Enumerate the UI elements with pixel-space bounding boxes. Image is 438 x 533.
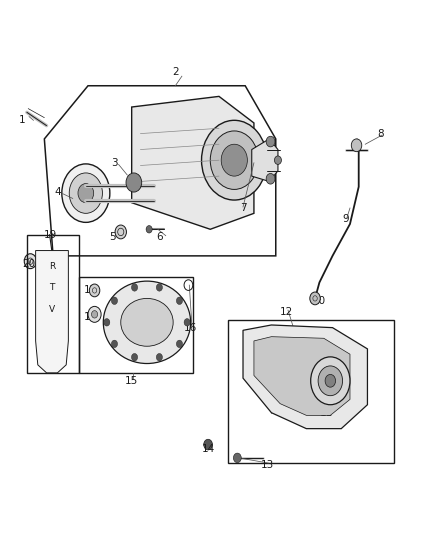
Circle shape xyxy=(266,136,275,147)
Circle shape xyxy=(266,173,275,184)
Text: 20: 20 xyxy=(22,259,35,269)
Circle shape xyxy=(146,225,152,233)
Circle shape xyxy=(275,156,282,165)
Circle shape xyxy=(111,297,117,304)
Circle shape xyxy=(111,340,117,348)
Circle shape xyxy=(156,353,162,361)
Circle shape xyxy=(325,374,336,387)
Circle shape xyxy=(311,357,350,405)
Circle shape xyxy=(104,319,110,326)
Polygon shape xyxy=(243,325,367,429)
Circle shape xyxy=(318,366,343,395)
Ellipse shape xyxy=(103,281,191,364)
Bar xyxy=(79,277,193,373)
Circle shape xyxy=(201,120,267,200)
Circle shape xyxy=(310,292,320,305)
Polygon shape xyxy=(254,337,350,415)
Text: 5: 5 xyxy=(109,232,115,243)
Circle shape xyxy=(156,284,162,291)
Text: R: R xyxy=(49,262,55,271)
Text: 4: 4 xyxy=(54,187,61,197)
Polygon shape xyxy=(252,139,278,181)
Text: 14: 14 xyxy=(201,444,215,454)
Circle shape xyxy=(131,284,138,291)
Text: 3: 3 xyxy=(111,158,117,168)
Text: 7: 7 xyxy=(240,203,246,213)
Polygon shape xyxy=(132,96,254,229)
Text: T: T xyxy=(49,283,55,292)
Text: 12: 12 xyxy=(280,306,293,317)
Circle shape xyxy=(204,439,212,450)
Text: V: V xyxy=(49,304,55,313)
Text: 16: 16 xyxy=(184,322,197,333)
Circle shape xyxy=(233,453,241,463)
Text: 11: 11 xyxy=(319,408,332,418)
Text: 1: 1 xyxy=(19,115,26,125)
Circle shape xyxy=(69,173,102,213)
Circle shape xyxy=(184,319,190,326)
Ellipse shape xyxy=(121,298,173,346)
Circle shape xyxy=(177,340,183,348)
Text: 10: 10 xyxy=(313,296,326,306)
Circle shape xyxy=(351,139,362,152)
Bar xyxy=(228,320,394,463)
Circle shape xyxy=(89,284,100,297)
Circle shape xyxy=(92,311,98,318)
Circle shape xyxy=(88,306,101,322)
Circle shape xyxy=(131,353,138,361)
Circle shape xyxy=(221,144,247,176)
Polygon shape xyxy=(35,251,68,373)
Text: 8: 8 xyxy=(377,128,384,139)
Circle shape xyxy=(78,183,94,203)
Text: 2: 2 xyxy=(172,68,179,77)
Text: 13: 13 xyxy=(261,460,274,470)
Circle shape xyxy=(177,297,183,304)
Text: 15: 15 xyxy=(125,376,138,386)
Bar xyxy=(27,235,79,373)
Circle shape xyxy=(210,131,258,189)
Circle shape xyxy=(62,164,110,222)
Text: 6: 6 xyxy=(157,232,163,243)
Text: 19: 19 xyxy=(44,230,57,240)
Circle shape xyxy=(24,254,36,269)
Text: 18: 18 xyxy=(84,312,97,322)
Text: 9: 9 xyxy=(343,214,349,224)
Circle shape xyxy=(115,225,127,239)
Text: 17: 17 xyxy=(84,286,97,295)
Circle shape xyxy=(126,173,142,192)
